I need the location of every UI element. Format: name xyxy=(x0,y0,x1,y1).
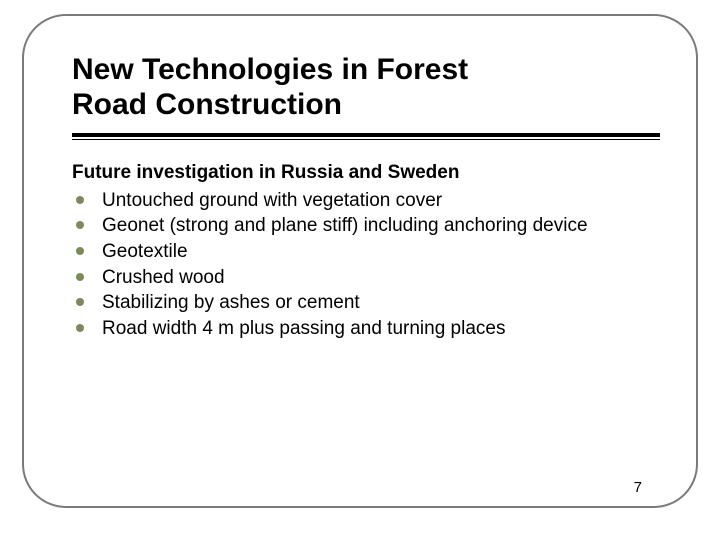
title-underline-thin xyxy=(72,139,660,140)
bullet-icon xyxy=(76,324,84,332)
list-item: Geonet (strong and plane stiff) includin… xyxy=(72,213,660,239)
bullet-icon xyxy=(76,247,84,255)
bullet-icon xyxy=(76,221,84,229)
bullet-icon xyxy=(76,273,84,281)
title-line-2: Road Construction xyxy=(72,88,342,121)
list-item: Untouched ground with vegetation cover xyxy=(72,188,660,214)
list-item-text: Crushed wood xyxy=(102,267,225,288)
slide-content: New Technologies in Forest Road Construc… xyxy=(72,52,660,342)
title-line-1: New Technologies in Forest xyxy=(72,53,468,86)
title-underline-thick xyxy=(72,133,660,137)
subheading: Future investigation in Russia and Swede… xyxy=(72,162,660,184)
list-item: Stabilizing by ashes or cement xyxy=(72,290,660,316)
list-item-text: Geotextile xyxy=(102,241,188,262)
slide-title: New Technologies in Forest Road Construc… xyxy=(72,52,660,123)
list-item-text: Geonet (strong and plane stiff) includin… xyxy=(102,215,588,236)
slide: New Technologies in Forest Road Construc… xyxy=(0,0,720,540)
bullet-icon xyxy=(76,298,84,306)
list-item: Geotextile xyxy=(72,239,660,265)
list-item-text: Road width 4 m plus passing and turning … xyxy=(102,318,505,339)
list-item-text: Stabilizing by ashes or cement xyxy=(102,292,360,313)
list-item: Road width 4 m plus passing and turning … xyxy=(72,316,660,342)
page-number: 7 xyxy=(634,479,642,496)
list-item: Crushed wood xyxy=(72,265,660,291)
list-item-text: Untouched ground with vegetation cover xyxy=(102,190,442,211)
bullet-icon xyxy=(76,196,84,204)
bullet-list: Untouched ground with vegetation cover G… xyxy=(72,188,660,342)
